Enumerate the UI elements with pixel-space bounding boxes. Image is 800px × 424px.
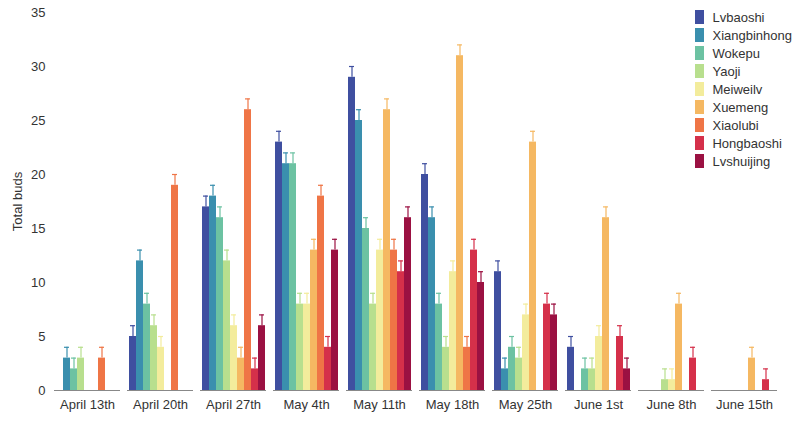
svg-text:10: 10 xyxy=(31,275,45,290)
html-text:Lvbaoshi: Lvbaoshi xyxy=(712,9,765,25)
svg-text:5: 5 xyxy=(38,329,45,344)
html-text:Yaoji: Yaoji xyxy=(712,63,741,79)
svg-text:20: 20 xyxy=(31,167,45,182)
svg-text:0: 0 xyxy=(38,383,45,398)
html-text:Hongbaoshi: Hongbaoshi xyxy=(712,135,782,151)
html-text:Meiweilv: Meiweilv xyxy=(712,81,763,97)
svg-text:May 4th: May 4th xyxy=(283,397,329,412)
svg-text:April 27th: April 27th xyxy=(206,397,261,412)
svg-text:25: 25 xyxy=(31,113,45,128)
svg-text:30: 30 xyxy=(31,59,45,74)
html-text:Xiaolubi: Xiaolubi xyxy=(712,117,759,133)
svg-text:May 11th: May 11th xyxy=(353,397,406,412)
svg-text:June 15th: June 15th xyxy=(716,397,773,412)
svg-text:35: 35 xyxy=(31,5,45,20)
svg-text:May 25th: May 25th xyxy=(499,397,552,412)
svg-text:April 20th: April 20th xyxy=(133,397,188,412)
html-text:Wokepu: Wokepu xyxy=(712,45,760,61)
html-text:Xuemeng: Xuemeng xyxy=(712,99,769,115)
svg-text:Total buds: Total buds xyxy=(10,171,25,231)
svg-text:15: 15 xyxy=(31,221,45,236)
html-text:Xiangbinhong: Xiangbinhong xyxy=(712,27,792,43)
html-text:Lvshuijing: Lvshuijing xyxy=(712,153,771,169)
svg-text:May 18th: May 18th xyxy=(426,397,479,412)
svg-text:April 13th: April 13th xyxy=(60,397,115,412)
svg-text:June 1st: June 1st xyxy=(574,397,624,412)
svg-text:June 8th: June 8th xyxy=(647,397,697,412)
